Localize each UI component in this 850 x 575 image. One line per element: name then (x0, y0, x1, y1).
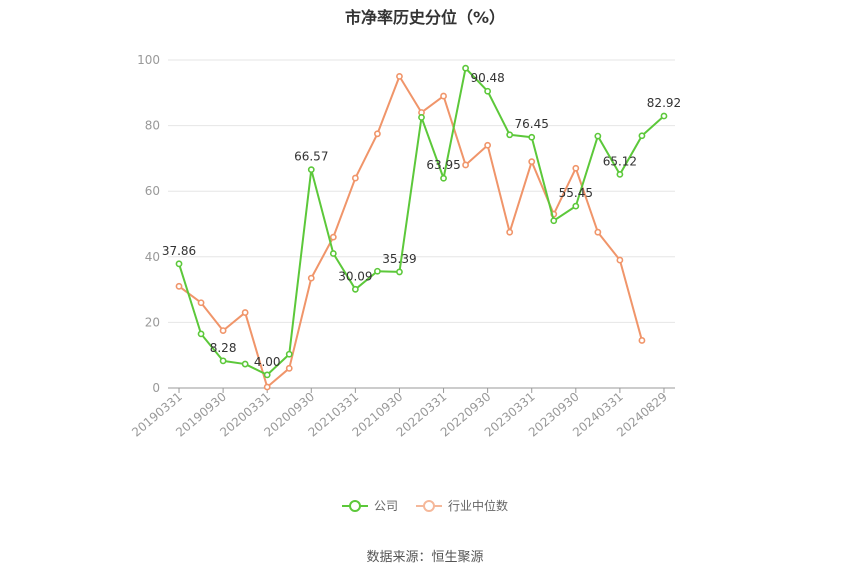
data-point (241, 309, 249, 316)
data-point (572, 202, 580, 210)
y-tick-label: 80 (145, 119, 160, 133)
series-layer (175, 64, 668, 391)
data-point (594, 228, 602, 236)
data-point (440, 92, 447, 100)
data-point (175, 260, 183, 268)
data-label: 55.45 (559, 186, 593, 200)
chart-title: 市净率历史分位（%） (344, 8, 506, 27)
y-tick-label: 100 (137, 53, 160, 67)
data-point (506, 228, 514, 236)
data-point (374, 130, 381, 138)
data-point (263, 383, 271, 391)
data-point (219, 327, 227, 334)
legend-marker-company (341, 499, 368, 513)
data-label: 76.45 (515, 117, 549, 131)
data-point (572, 164, 580, 172)
data-point (528, 158, 536, 166)
data-point (440, 174, 447, 182)
data-point (175, 282, 183, 290)
data-point (219, 357, 227, 365)
data-point (638, 132, 646, 140)
series-line (178, 75, 643, 389)
data-label: 8.28 (210, 341, 237, 355)
data-point (660, 112, 668, 120)
axes: 0204060801002019033120190930202003312020… (129, 53, 675, 440)
legend-label-company: 公司 (373, 499, 398, 513)
data-point (616, 256, 624, 264)
data-point (418, 114, 425, 121)
data-point (241, 360, 249, 368)
data-label: 30.09 (338, 269, 372, 283)
data-point (462, 161, 469, 169)
data-point (550, 217, 558, 225)
data-label: 63.95 (426, 158, 460, 172)
legend: 公司 行业中位数 (0, 497, 850, 514)
data-point (329, 250, 337, 257)
data-label: 66.57 (294, 150, 328, 164)
data-point (638, 337, 646, 344)
data-point (197, 330, 205, 338)
data-point (197, 299, 205, 307)
data-label: 90.48 (470, 71, 504, 85)
data-point (285, 350, 293, 358)
legend-item-industry-median[interactable]: 行业中位数 (416, 497, 508, 514)
grid-lines (168, 59, 675, 323)
data-label: 35.39 (382, 252, 416, 266)
y-tick-label: 60 (145, 184, 160, 198)
data-label: 65.12 (603, 154, 637, 168)
data-label: 82.92 (647, 96, 681, 110)
series-industry-median (175, 73, 646, 391)
data-point (396, 73, 403, 80)
data-point (263, 371, 271, 379)
y-tick-label: 20 (145, 315, 160, 329)
data-labels: 37.86 8.28 4.00 66.57 30.09 35.39 63.95 90.48 76… (162, 71, 681, 369)
data-point (307, 166, 315, 174)
data-source-note: 数据来源：恒生聚源 (366, 550, 484, 565)
data-point (351, 285, 359, 293)
data-point (307, 274, 315, 282)
legend-item-company[interactable]: 公司 (341, 497, 398, 514)
data-point (374, 267, 381, 275)
data-point (594, 132, 602, 140)
data-point (484, 87, 492, 95)
data-point (285, 364, 293, 372)
data-point (616, 171, 624, 178)
data-point (351, 174, 359, 182)
data-label: 4.00 (254, 355, 281, 369)
legend-marker-industry-median (416, 499, 442, 513)
data-point (484, 141, 492, 149)
data-point (329, 233, 337, 241)
series-company (175, 64, 668, 379)
data-label: 37.86 (162, 244, 196, 258)
data-point (506, 131, 514, 139)
legend-label-industry-median: 行业中位数 (448, 499, 509, 513)
data-point (396, 268, 403, 276)
data-point (462, 64, 469, 72)
data-point (528, 133, 536, 141)
y-tick-label: 40 (145, 250, 160, 264)
y-tick-label: 0 (152, 381, 160, 395)
